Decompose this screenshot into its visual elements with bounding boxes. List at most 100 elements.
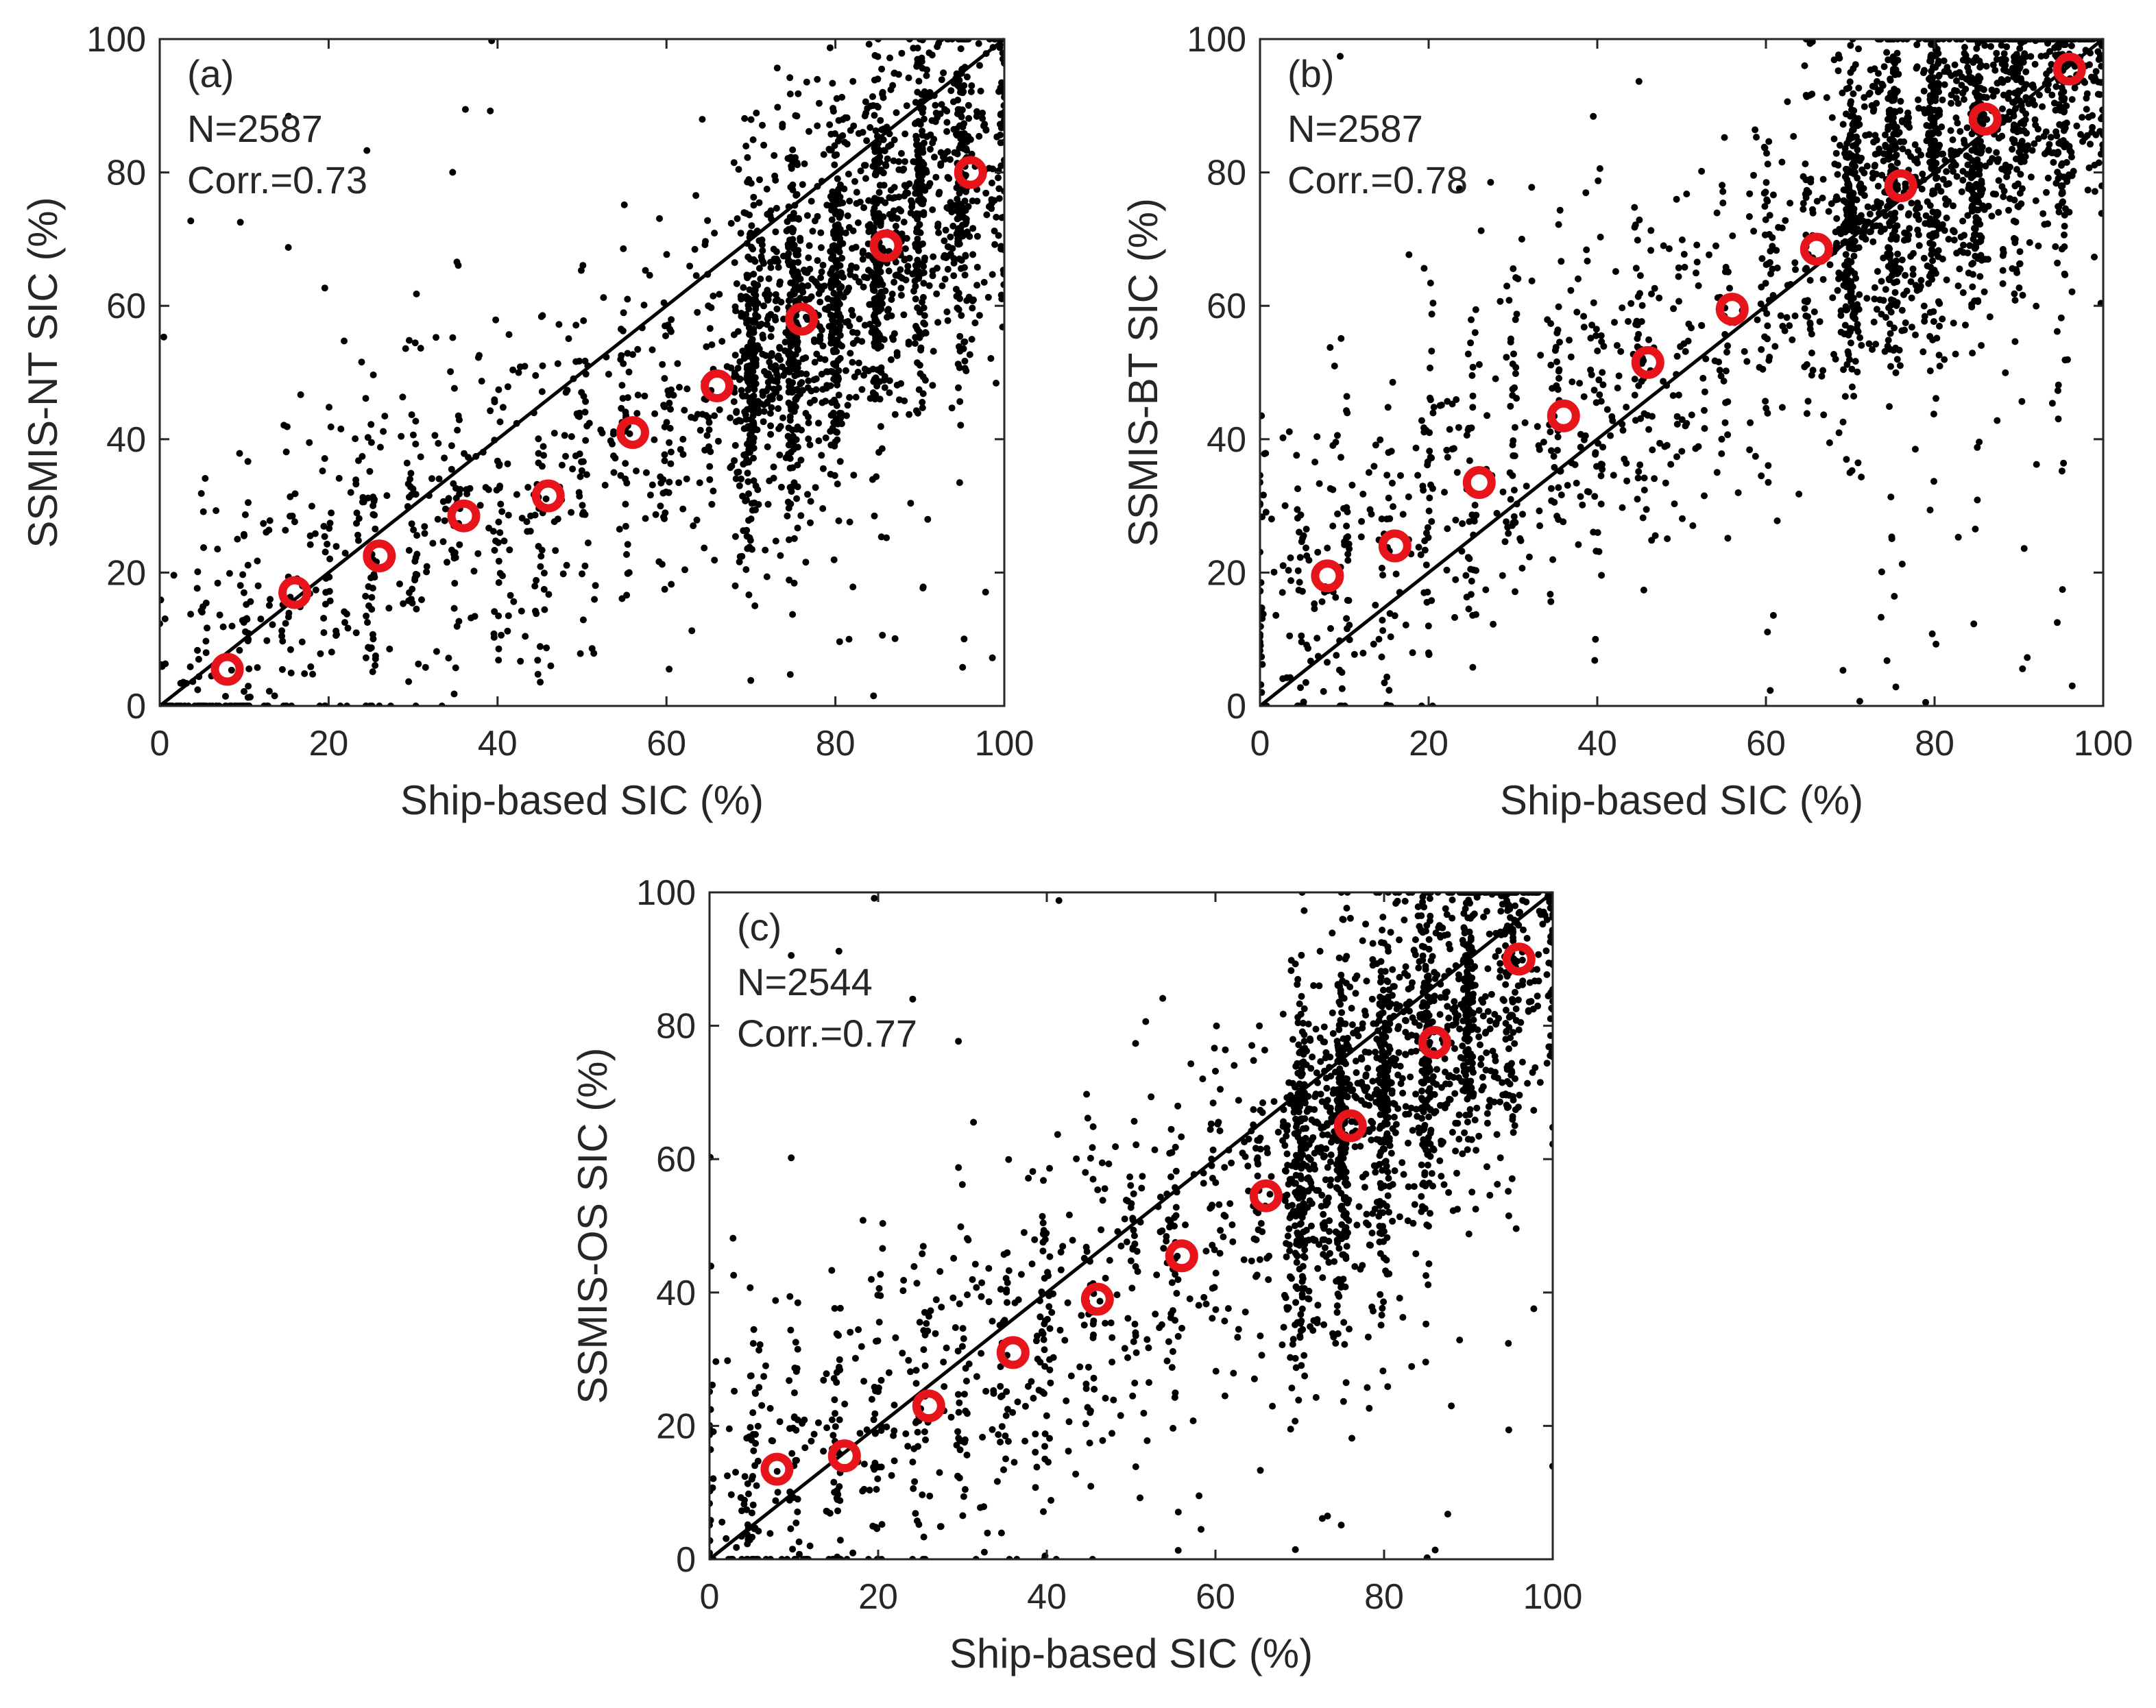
scatter-point bbox=[1891, 324, 1898, 332]
scatter-point bbox=[1260, 615, 1266, 622]
scatter-point bbox=[657, 479, 665, 487]
scatter-point bbox=[633, 467, 640, 475]
scatter-point bbox=[1926, 158, 1934, 166]
scatter-point bbox=[661, 375, 668, 382]
scatter-point bbox=[1960, 96, 1967, 103]
scatter-point bbox=[579, 502, 586, 509]
scatter-point bbox=[364, 434, 372, 441]
scatter-point bbox=[949, 222, 957, 230]
scatter-point bbox=[1763, 310, 1771, 317]
scatter-point bbox=[1270, 568, 1278, 576]
x-tick-label: 20 bbox=[308, 724, 348, 764]
scatter-point bbox=[765, 210, 773, 217]
scatter-point bbox=[1635, 77, 1643, 85]
scatter-point bbox=[2043, 188, 2050, 196]
scatter-point bbox=[1921, 66, 1928, 74]
scatter-point bbox=[954, 82, 961, 89]
scatter-point bbox=[836, 325, 843, 332]
scatter-point bbox=[1953, 249, 1961, 257]
scatter-point bbox=[1843, 456, 1850, 463]
scatter-point bbox=[2024, 654, 2031, 661]
scatter-point bbox=[914, 147, 921, 155]
scatter-point bbox=[1995, 156, 2002, 163]
scatter-point bbox=[448, 465, 455, 473]
scatter-point bbox=[433, 334, 439, 341]
scatter-point bbox=[1972, 525, 1979, 533]
scatter-point bbox=[1948, 91, 1955, 99]
scatter-point bbox=[831, 161, 838, 169]
scatter-point bbox=[760, 418, 767, 426]
scatter-point bbox=[1385, 494, 1392, 502]
scatter-point bbox=[1929, 337, 1937, 343]
scatter-point bbox=[1757, 300, 1765, 308]
scatter-point bbox=[728, 462, 736, 469]
scatter-point bbox=[1845, 226, 1852, 234]
scatter-point bbox=[789, 611, 797, 618]
scatter-point bbox=[856, 278, 862, 285]
scatter-point bbox=[1915, 242, 1923, 249]
scatter-point bbox=[228, 622, 236, 630]
scatter-point bbox=[1598, 572, 1606, 579]
scatter-point bbox=[731, 441, 739, 449]
scatter-point bbox=[193, 585, 201, 592]
scatter-point bbox=[938, 76, 945, 84]
scatter-point bbox=[707, 304, 715, 311]
scatter-point bbox=[871, 112, 878, 119]
scatter-point bbox=[418, 596, 425, 603]
scatter-point bbox=[1438, 402, 1445, 408]
scatter-point bbox=[642, 267, 649, 274]
scatter-point bbox=[1846, 469, 1854, 476]
scatter-point bbox=[1635, 330, 1643, 338]
scatter-point bbox=[1833, 193, 1840, 201]
scatter-point bbox=[916, 308, 923, 316]
scatter-point bbox=[797, 380, 804, 388]
scatter-point bbox=[956, 332, 964, 340]
scatter-point bbox=[846, 518, 853, 526]
scatter-point bbox=[676, 384, 683, 391]
scatter-point bbox=[910, 158, 917, 165]
scatter-point bbox=[1648, 290, 1655, 297]
scatter-point bbox=[755, 501, 762, 508]
scatter-point bbox=[999, 56, 1004, 63]
scatter-point bbox=[1412, 444, 1420, 452]
scatter-point bbox=[1623, 460, 1630, 467]
scatter-point bbox=[956, 255, 963, 263]
scatter-point bbox=[1745, 213, 1753, 220]
scatter-point bbox=[509, 366, 517, 374]
scatter-point bbox=[923, 72, 930, 80]
scatter-point bbox=[858, 338, 866, 345]
scatter-point bbox=[718, 338, 726, 345]
scatter-point bbox=[1806, 320, 1814, 328]
scatter-point bbox=[1898, 117, 1906, 124]
scatter-point bbox=[755, 322, 763, 330]
scatter-point bbox=[1959, 73, 1965, 81]
scatter-point bbox=[369, 668, 376, 676]
scatter-point bbox=[2057, 314, 2065, 321]
scatter-point bbox=[1832, 356, 1839, 363]
scatter-point bbox=[878, 65, 886, 73]
scatter-point bbox=[1872, 83, 1878, 90]
scatter-point bbox=[1528, 277, 1536, 284]
scatter-point bbox=[1294, 485, 1301, 493]
scatter-point bbox=[1550, 452, 1558, 460]
scatter-point bbox=[1847, 112, 1854, 120]
scatter-point bbox=[1959, 217, 1967, 225]
scatter-point bbox=[1887, 363, 1894, 370]
scatter-point bbox=[744, 367, 752, 375]
scatter-point bbox=[1959, 289, 1967, 296]
scatter-point bbox=[1713, 209, 1721, 217]
scatter-point bbox=[1599, 443, 1607, 451]
scatter-point bbox=[787, 361, 795, 369]
scatter-point bbox=[499, 404, 507, 411]
scatter-point bbox=[916, 361, 923, 369]
scatter-point bbox=[491, 608, 498, 615]
scatter-point bbox=[2035, 91, 2043, 99]
scatter-point bbox=[1359, 490, 1367, 498]
scatter-point bbox=[1761, 203, 1769, 210]
scatter-point bbox=[1724, 398, 1732, 406]
scatter-point bbox=[1553, 447, 1561, 454]
scatter-point bbox=[1357, 533, 1365, 541]
scatter-point bbox=[882, 160, 889, 168]
scatter-point bbox=[871, 512, 878, 520]
scatter-point bbox=[760, 302, 767, 310]
